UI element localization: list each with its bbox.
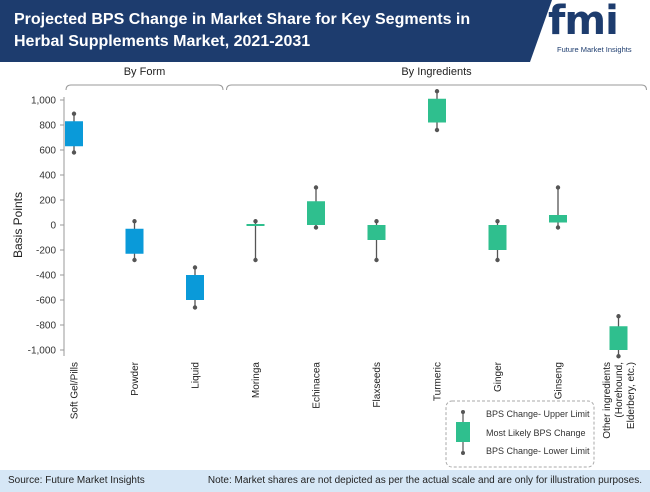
category-label: Soft Gel/Pills — [70, 362, 81, 419]
category-label-line: Flaxseeds — [372, 362, 383, 408]
category-label-line: Powder — [130, 361, 141, 396]
category-label-line: Turmeric — [433, 362, 444, 401]
upper-limit-dot — [374, 219, 379, 224]
category-label: Other ingredients(Horehound,Elderbery, e… — [602, 362, 637, 439]
category-label-line: Elderbery, etc.) — [626, 362, 637, 429]
lower-limit-dot — [616, 354, 621, 359]
upper-limit-dot — [616, 314, 621, 319]
y-tick-label: 800 — [39, 121, 56, 132]
upper-limit-dot — [434, 89, 440, 94]
likely-box — [125, 228, 144, 254]
lower-limit-dot — [313, 225, 319, 230]
y-tick-label: -800 — [36, 321, 56, 332]
logo-panel — [530, 0, 650, 62]
upper-limit-dot — [71, 111, 77, 116]
category-label-line: Soft Gel/Pills — [70, 362, 81, 419]
likely-box — [65, 121, 83, 147]
category-label: Ginseng — [554, 362, 565, 399]
likely-box — [367, 225, 386, 240]
category-label: Liquid — [191, 362, 202, 389]
likely-box — [307, 201, 325, 225]
upper-limit-dot — [132, 219, 137, 224]
likely-box — [549, 215, 567, 223]
category-label-line: (Horehound, — [614, 362, 625, 418]
legend-upper-dot — [461, 410, 465, 414]
category-label-line: Echinacea — [312, 362, 323, 409]
legend-lower-dot — [461, 451, 465, 455]
likely-box — [428, 98, 446, 123]
box-plot-chart: 1,000 800 600 400 200 0 -200 -400 -600 -800 -1,000… — [11, 66, 647, 468]
upper-limit-dot — [313, 185, 319, 190]
y-tick-label: -600 — [36, 296, 56, 307]
lower-limit-dot — [555, 225, 561, 230]
fmi-logo: fmi — [548, 0, 619, 44]
lower-limit-dot — [192, 305, 198, 310]
footer: Source: Future Market Insights Note: Mar… — [0, 470, 650, 492]
legend-likely-label: Most Likely BPS Change — [486, 428, 586, 438]
lower-limit-dot — [495, 257, 500, 263]
chart-title: Projected BPS Change in Market Share for… — [14, 11, 471, 50]
category-label: Flaxseeds — [372, 362, 383, 408]
y-tick-label: -400 — [36, 271, 56, 282]
lower-limit-dot — [434, 127, 440, 133]
lower-limit-dot — [71, 150, 77, 155]
footer-note: Note: Market shares are not depicted as … — [207, 475, 642, 486]
category-label: Moringa — [251, 362, 262, 399]
category-label: Echinacea — [312, 362, 323, 409]
lower-limit-dot — [374, 257, 379, 263]
likely-box — [488, 225, 507, 250]
legend-box — [445, 400, 595, 468]
category-label-line: Ginseng — [554, 362, 565, 399]
category-label: Turmeric — [433, 362, 444, 401]
legend-likely-box — [456, 422, 470, 442]
category-label-line: Moringa — [251, 362, 262, 399]
y-tick-label: -200 — [36, 246, 56, 257]
likely-box — [186, 275, 204, 300]
y-tick-label: 200 — [39, 196, 56, 207]
group-bracket — [226, 84, 647, 91]
lower-limit-dot — [253, 257, 258, 263]
category-label-line: Liquid — [191, 362, 202, 389]
legend-lower-label: BPS Change- Lower Limit — [486, 446, 590, 456]
logo-subtitle: Future Market Insights — [557, 45, 632, 54]
group-label: By Form — [124, 66, 166, 78]
y-axis-title: Basis Points — [11, 192, 25, 258]
group-bracket — [65, 84, 224, 91]
upper-limit-dot — [555, 185, 561, 190]
footer-source: Source: Future Market Insights — [8, 475, 145, 486]
upper-limit-dot — [253, 219, 258, 224]
likely-box — [609, 326, 628, 350]
legend-upper-label: BPS Change- Upper Limit — [486, 409, 590, 419]
y-tick-label: -1,000 — [28, 346, 57, 357]
y-tick-label: 1,000 — [31, 96, 56, 107]
category-label: Powder — [130, 361, 141, 396]
category-label: Ginger — [493, 361, 504, 392]
category-label-line: Other ingredients — [602, 362, 613, 439]
group-label: By Ingredients — [401, 66, 472, 78]
upper-limit-dot — [192, 265, 198, 270]
y-tick-label: 600 — [39, 146, 56, 157]
lower-limit-dot — [132, 257, 137, 263]
category-label-line: Ginger — [493, 361, 504, 392]
upper-limit-dot — [495, 219, 500, 224]
y-tick-label: 0 — [50, 221, 56, 232]
y-tick-label: 400 — [39, 171, 56, 182]
